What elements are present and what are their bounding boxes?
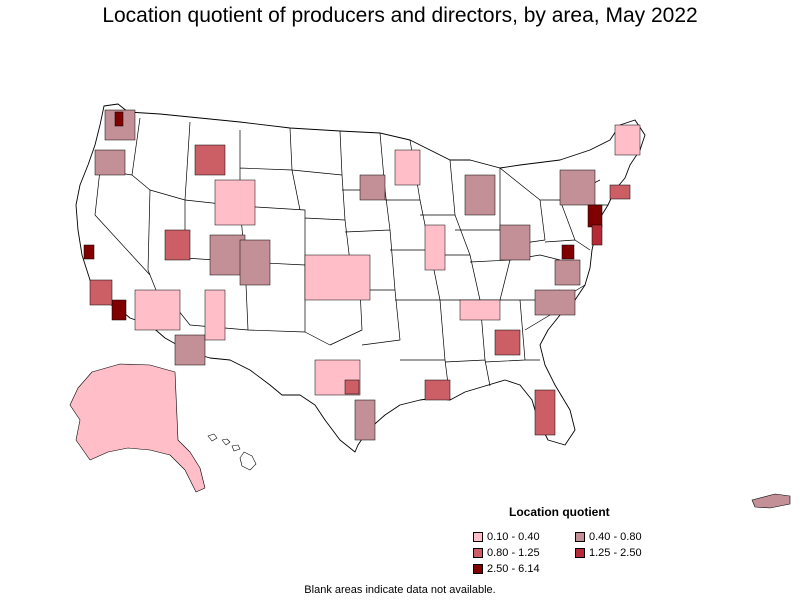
area-seattle: [114, 111, 124, 127]
area-mt-west: [194, 144, 226, 176]
area-tn: [459, 299, 501, 321]
hawaii-islands: [207, 433, 257, 471]
legend-swatch-2: [473, 548, 483, 558]
area-az: [134, 289, 181, 331]
area-oh: [499, 224, 531, 261]
area-la: [424, 379, 451, 401]
legend-label-4: 2.50 - 6.14: [487, 563, 540, 575]
area-tx-coast: [354, 399, 376, 441]
legend-item-2: 0.80 - 1.25: [473, 547, 540, 559]
legend-swatch-3: [575, 548, 585, 558]
area-il: [424, 224, 446, 271]
area-mi: [464, 174, 496, 216]
area-ut: [164, 229, 191, 261]
legend-swatch-0: [473, 532, 483, 542]
legend-label-3: 1.25 - 2.50: [589, 547, 642, 559]
legend-item-1: 0.40 - 0.80: [575, 531, 642, 543]
area-va: [554, 259, 581, 286]
area-co-east: [239, 239, 271, 286]
area-or: [94, 149, 126, 176]
area-nc: [534, 289, 576, 316]
area-wi: [394, 149, 421, 186]
area-ca-la: [111, 299, 127, 321]
area-nm: [204, 289, 226, 341]
area-tx-austin: [344, 379, 360, 395]
legend-label-0: 0.10 - 0.40: [487, 531, 540, 543]
area-nyc: [587, 204, 603, 228]
area-dc: [561, 244, 575, 260]
legend-item-4: 2.50 - 6.14: [473, 563, 540, 575]
area-ny: [559, 169, 596, 206]
area-ca-coast: [89, 279, 113, 306]
legend-item-3: 1.25 - 2.50: [575, 547, 642, 559]
alaska-outline: [69, 363, 206, 493]
area-az-south: [174, 334, 206, 366]
legend-swatch-4: [473, 564, 483, 574]
puerto-rico: [751, 493, 791, 509]
map-title: Location quotient of producers and direc…: [102, 4, 698, 27]
area-nj: [591, 224, 603, 246]
legend-label-1: 0.40 - 0.80: [589, 531, 642, 543]
area-me: [614, 124, 641, 156]
area-mn-msp: [359, 174, 386, 201]
footnote: Blank areas indicate data not available.: [304, 584, 496, 596]
area-fl: [534, 389, 556, 436]
area-ga: [494, 329, 521, 356]
area-ma: [609, 184, 631, 200]
area-co-west: [209, 234, 246, 276]
area-wy: [214, 179, 256, 226]
legend-title: Location quotient: [509, 505, 610, 519]
legend-item-0: 0.10 - 0.40: [473, 531, 540, 543]
legend-swatch-1: [575, 532, 585, 542]
area-sf: [83, 244, 95, 260]
area-ks: [304, 254, 371, 301]
legend-label-2: 0.80 - 1.25: [487, 547, 540, 559]
